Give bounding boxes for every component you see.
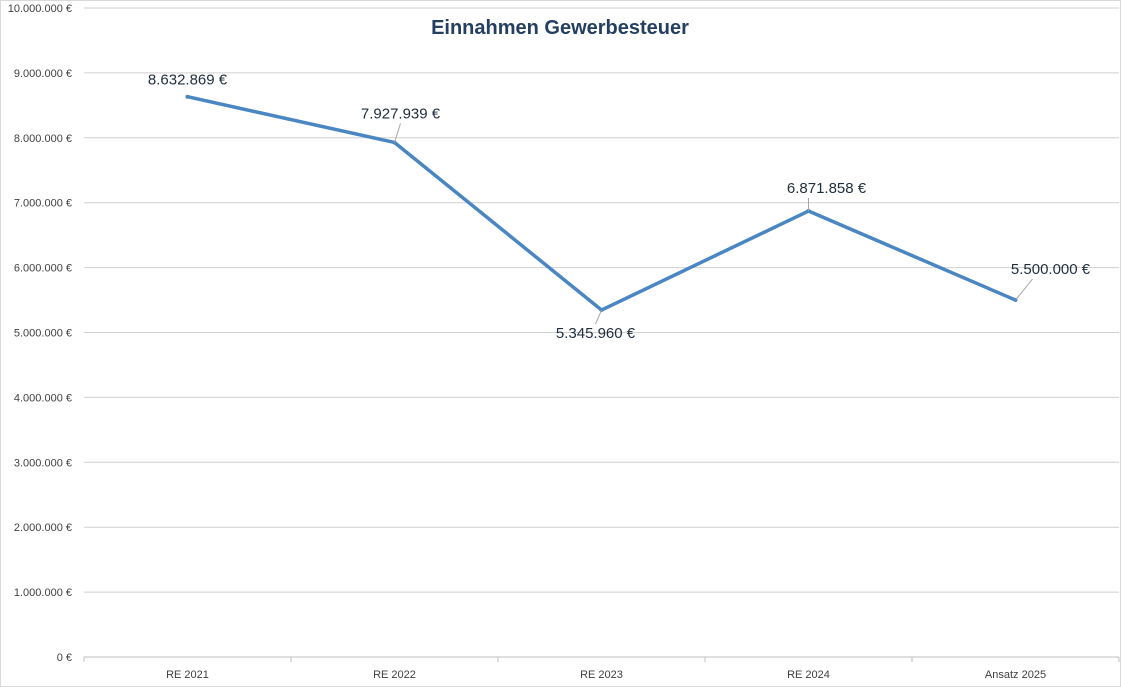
- x-tick-label: Ansatz 2025: [985, 669, 1046, 681]
- y-tick-label: 6.000.000 €: [14, 263, 72, 275]
- y-tick-label: 7.000.000 €: [14, 198, 72, 210]
- series-layer: [185, 94, 1018, 313]
- y-tick-label: 4.000.000 €: [14, 392, 72, 404]
- x-tick-label: RE 2021: [166, 669, 209, 681]
- y-tick-label: 5.000.000 €: [14, 328, 72, 340]
- y-tick-label: 9.000.000 €: [14, 68, 72, 80]
- label-leader-line: [1015, 278, 1033, 301]
- data-point: [185, 94, 190, 99]
- x-tick-label: RE 2023: [580, 669, 623, 681]
- y-tick-label: 2.000.000 €: [14, 522, 72, 534]
- data-label: 8.632.869 €: [148, 72, 228, 89]
- axes: 0 € 1.000.000 € 2.000.000 € 3.000.000 € 4.00…: [8, 3, 1120, 681]
- y-tick-label: 0 €: [57, 652, 72, 664]
- gridlines: [84, 7, 1119, 593]
- y-tick-label: 8.000.000 €: [14, 133, 72, 145]
- y-tick-label: 1.000.000 €: [14, 587, 72, 599]
- y-tick-label: 3.000.000 €: [14, 457, 72, 469]
- data-label: 7.927.939 €: [361, 105, 441, 122]
- series-line: [187, 95, 1017, 312]
- data-labels: 8.632.869 € 7.927.939 € 5.345.960 € 6.871.8…: [148, 72, 1091, 342]
- label-leader-line: [595, 309, 602, 325]
- chart-title: Einnahmen Gewerbesteuer: [431, 17, 689, 39]
- data-label: 5.500.000 €: [1011, 261, 1091, 278]
- data-label: 6.871.858 €: [787, 180, 867, 197]
- label-leader-line: [394, 123, 401, 143]
- y-tick-label: 10.000.000 €: [8, 3, 72, 15]
- x-tick-label: RE 2022: [373, 669, 416, 681]
- x-tick-label: RE 2024: [787, 669, 830, 681]
- data-label: 5.345.960 €: [556, 325, 636, 342]
